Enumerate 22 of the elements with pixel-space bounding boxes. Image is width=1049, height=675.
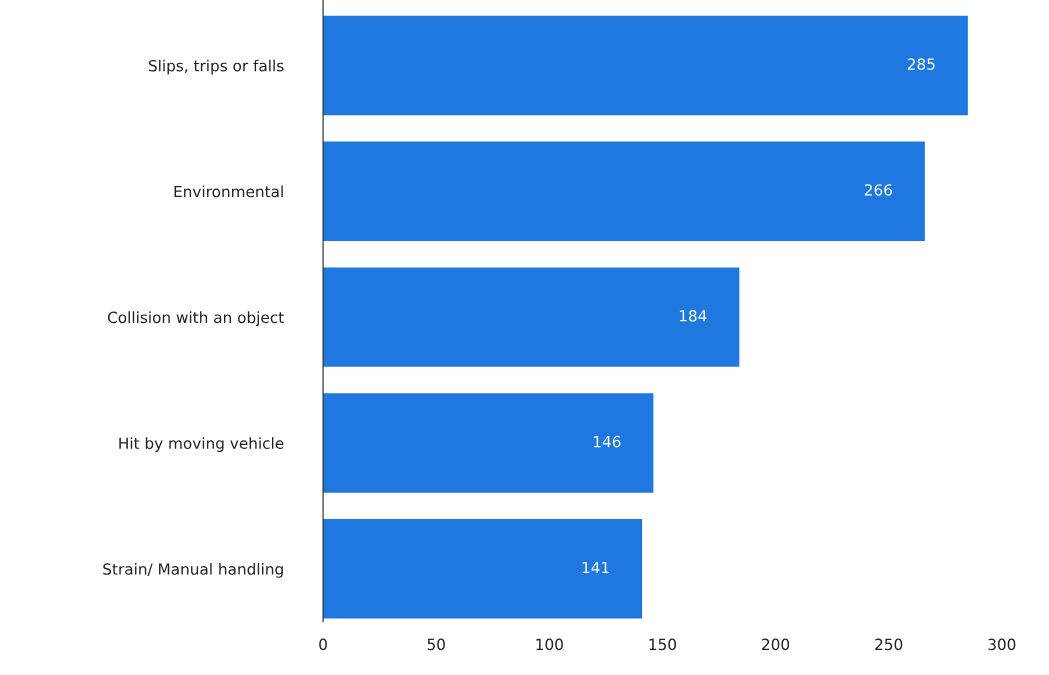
data-label: 141: [582, 561, 609, 574]
x-tick-label: 250: [875, 638, 903, 651]
data-label: 266: [864, 184, 892, 196]
y-tick-label: Slips, trips or falls: [148, 59, 284, 75]
y-tick-label: Strain/ Manual handling: [103, 563, 283, 578]
data-label: 146: [593, 435, 621, 448]
bar: [323, 267, 740, 367]
bar: [323, 141, 925, 241]
data-label: 184: [679, 310, 707, 322]
y-tick-label: Collision with an object: [107, 311, 284, 327]
x-tick-label: 300: [988, 638, 1016, 651]
x-tick-label: 0: [319, 638, 327, 651]
bar: [323, 519, 643, 619]
data-label: 285: [907, 58, 935, 70]
x-tick-label: 200: [762, 638, 790, 651]
x-tick-label: 150: [649, 638, 677, 651]
y-tick-label: Environmental: [174, 185, 283, 198]
bar: [323, 393, 654, 493]
x-tick-label: 50: [427, 638, 445, 651]
bar: [323, 15, 968, 116]
y-tick-label: Hit by moving vehicle: [119, 437, 284, 452]
x-tick-label: 100: [536, 638, 563, 651]
